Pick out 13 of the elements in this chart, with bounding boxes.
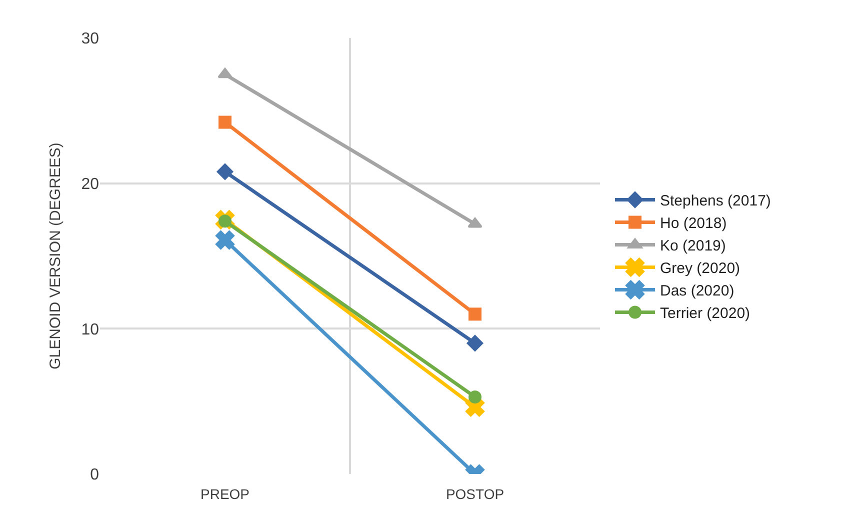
legend-label: Ho (2018) [660,215,727,232]
x-tick-label: POSTOP [446,486,504,502]
y-tick-label: 0 [90,466,100,484]
y-tick-label: 30 [81,30,100,48]
y-tick-label: 10 [81,321,100,338]
y-axis-title: GLENOID VERSION (DEGREES) [47,142,64,370]
x-tick-label: PREOP [200,486,250,502]
legend-label: Das (2020) [660,282,734,300]
y-tick-label: 20 [81,176,100,193]
legend-label: Stephens (2017) [660,192,771,210]
legend-label: Ko (2019) [660,238,726,255]
legend-label: Terrier (2020) [660,305,750,322]
legend-label: Grey (2020) [660,260,740,278]
